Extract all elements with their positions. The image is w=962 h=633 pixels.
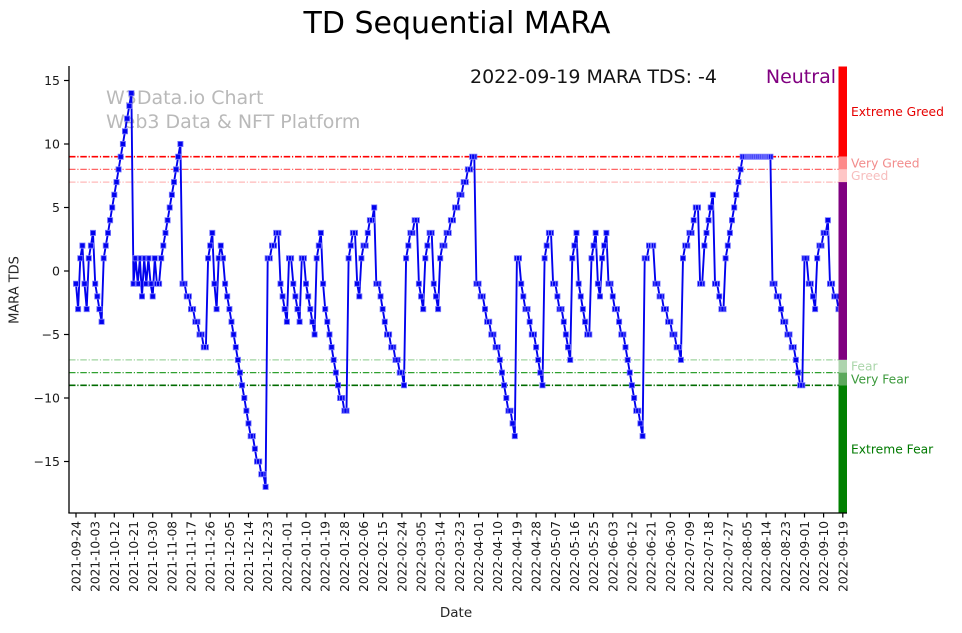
x-tick-label: 2022-07-27 [721, 521, 735, 592]
x-tick-label: 2021-09-24 [70, 521, 84, 592]
x-tick-label: 2022-05-07 [549, 521, 563, 592]
zone-label-extreme-fear: Extreme Fear [851, 442, 934, 456]
x-tick-label: 2022-08-14 [760, 521, 774, 592]
x-tick-label: 2022-01-10 [300, 521, 314, 592]
series-line [75, 92, 844, 488]
x-tick-label: 2022-01-28 [338, 521, 352, 592]
x-tick-label: 2021-12-23 [261, 521, 275, 592]
x-tick-label: 2022-04-10 [491, 521, 505, 592]
x-tick-label: 2022-07-18 [702, 521, 716, 592]
x-tick-label: 2022-05-25 [587, 521, 601, 592]
x-tick-label: 2022-02-15 [376, 521, 390, 592]
x-tick-label: 2021-12-05 [223, 521, 237, 592]
x-tick-label: 2022-09-19 [836, 521, 850, 592]
x-tick-label: 2022-05-16 [568, 521, 582, 592]
zone-label-very-greed: Very Greed [851, 156, 920, 170]
x-tick-label: 2022-06-30 [664, 521, 678, 592]
watermark-line2: Web3 Data & NFT Platform [106, 111, 361, 133]
colorbar-segment-very-fear [838, 372, 847, 386]
x-tick-label: 2021-12-14 [242, 521, 256, 592]
x-axis-title: Date [439, 605, 473, 621]
x-tick-label: 2022-08-23 [779, 521, 793, 592]
x-tick-label: 2022-09-10 [817, 521, 831, 592]
x-tick-label: 2021-10-21 [127, 521, 141, 592]
zone-label-fear: Fear [851, 360, 879, 374]
annotation: 2022-09-19 MARA TDS: -4 Neutral [470, 66, 836, 88]
colorbar-segment-neutral [838, 182, 847, 360]
x-tick-label: 2021-10-03 [89, 521, 103, 592]
series-markers [73, 90, 846, 490]
page-title: TD Sequential MARA [303, 6, 611, 41]
x-tick-label: 2022-09-01 [798, 521, 812, 592]
y-tick-label: 0 [52, 263, 60, 278]
x-tick-label: 2022-04-28 [530, 521, 544, 592]
x-tick-label: 2022-04-01 [472, 521, 486, 592]
annotation-sentiment: Neutral [765, 66, 836, 88]
colorbar-segment-very-greed [838, 156, 847, 170]
y-tick-label: 10 [44, 136, 60, 151]
x-tick-label: 2021-11-08 [165, 521, 179, 592]
x-tick-label: 2022-06-03 [606, 521, 620, 592]
y-tick-label: 5 [52, 200, 60, 215]
x-tick-label: 2022-02-06 [357, 521, 371, 592]
x-tick-label: 2021-10-30 [146, 521, 160, 592]
colorbar-segment-extreme-greed [838, 66, 847, 157]
watermark-line1: W3Data.io Chart [106, 87, 264, 109]
colorbar-segment-fear [838, 359, 847, 373]
x-tick-label: 2022-03-23 [453, 521, 467, 592]
x-tick-label: 2022-03-05 [415, 521, 429, 592]
x-tick-label: 2022-06-21 [645, 521, 659, 592]
x-tick-label: 2021-11-26 [204, 521, 218, 592]
x-tick-label: 2022-07-09 [683, 521, 697, 592]
watermark: W3Data.io Chart Web3 Data & NFT Platform [106, 86, 360, 134]
x-tick-label: 2021-11-17 [185, 521, 199, 592]
annotation-value-text: 2022-09-19 MARA TDS: -4 [470, 66, 717, 88]
zone-label-extreme-greed: Extreme Greed [851, 105, 944, 119]
y-tick-label: −15 [34, 454, 60, 469]
x-tick-label: 2022-04-19 [510, 521, 524, 592]
zone-label-greed: Greed [851, 169, 888, 183]
x-tick-label: 2022-06-12 [625, 521, 639, 592]
zone-label-very-fear: Very Fear [851, 372, 910, 386]
colorbar-segment-greed [838, 169, 847, 183]
y-tick-label: −5 [42, 327, 60, 342]
x-tick-label: 2022-01-01 [280, 521, 294, 592]
x-tick-label: 2022-08-05 [740, 521, 754, 592]
x-tick-label: 2021-10-12 [108, 521, 122, 592]
x-tick-label: 2022-03-14 [434, 521, 448, 592]
y-tick-label: −10 [34, 390, 60, 405]
colorbar-segment-extreme-fear [838, 385, 847, 513]
x-tick-label: 2022-02-24 [395, 521, 409, 592]
y-tick-label: 15 [44, 73, 60, 88]
x-tick-label: 2022-01-19 [319, 521, 333, 592]
